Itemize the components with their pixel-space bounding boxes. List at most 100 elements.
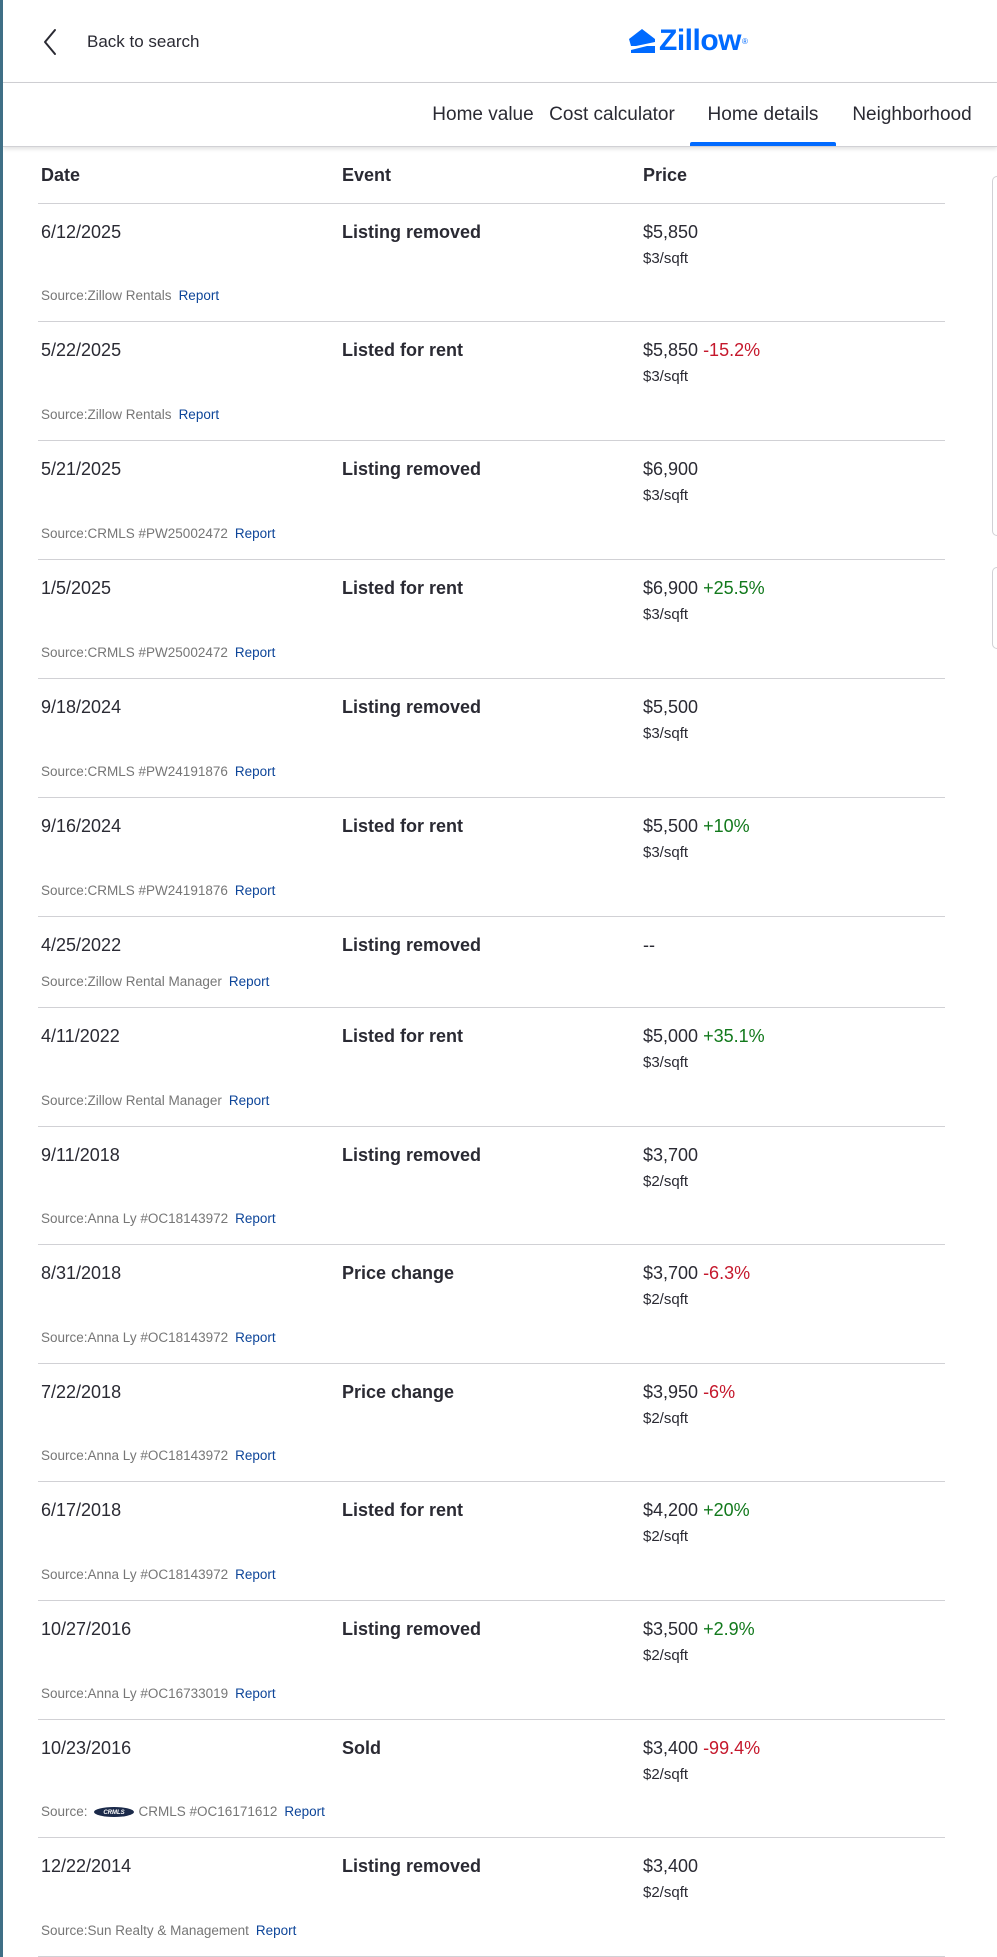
row-price-per-sqft: $2/sqft: [643, 1528, 689, 1545]
row-price-cell: $3,950 -6%: [643, 1382, 735, 1403]
report-link[interactable]: Report: [234, 764, 276, 779]
row-price-per-sqft: $2/sqft: [643, 1173, 689, 1190]
source-prefix: Source:: [41, 407, 88, 422]
report-link[interactable]: Report: [235, 1686, 276, 1701]
source-name: Anna Ly #OC18143972: [87, 1330, 229, 1345]
row-price: $5,850: [643, 222, 699, 242]
row-price-per-sqft: $3/sqft: [643, 725, 689, 742]
row-price-cell: $3,700 -6.3%: [643, 1263, 750, 1284]
report-link[interactable]: Report: [228, 1093, 270, 1108]
row-event: Listed for rent: [342, 816, 464, 836]
source-name: CRMLS #PW25002472: [87, 526, 228, 541]
row-price: --: [643, 935, 655, 955]
row-source: Source: Zillow Rental Manager Report: [41, 1093, 269, 1108]
column-header-price: Price: [643, 165, 688, 185]
row-price-cell: $4,200 +20%: [643, 1500, 750, 1521]
tab-cost-calculator[interactable]: Cost calculator: [549, 103, 675, 125]
table-row: 8/31/2018 Price change $3,700 -6.3% $2/sqft S…: [38, 1245, 945, 1364]
chevron-left-icon: [44, 29, 56, 55]
column-header-date: Date: [41, 165, 81, 185]
table-row: 10/27/2016 Listing removed $3,500 +2.9% $2/s…: [38, 1601, 945, 1720]
source-name: Zillow Rentals: [87, 407, 172, 422]
table-row: 4/25/2022 Listing removed -- Source: Zillow…: [38, 917, 945, 1008]
report-link[interactable]: Report: [235, 1448, 276, 1463]
row-event: Listing removed: [342, 697, 482, 717]
row-price: $5,500: [643, 816, 699, 836]
registered-mark-icon: ®: [742, 36, 748, 46]
row-event: Listing removed: [342, 1619, 482, 1639]
source-prefix: Source:: [41, 1211, 88, 1226]
price-change-badge: +35.1%: [703, 1026, 765, 1046]
report-link[interactable]: Report: [234, 645, 276, 660]
table-row: 9/18/2024 Listing removed $5,500 $3/sqft Sou…: [38, 679, 945, 798]
report-link[interactable]: Report: [228, 974, 270, 989]
report-link[interactable]: Report: [235, 1567, 276, 1582]
source-prefix: Source:: [41, 526, 88, 541]
table-row: 10/23/2016 Sold $3,400 -99.4% $2/sqft Source:…: [38, 1720, 945, 1838]
row-price-per-sqft: $3/sqft: [643, 1054, 689, 1071]
row-price: $3,500: [643, 1619, 699, 1639]
row-date: 4/11/2022: [41, 1026, 120, 1046]
source-prefix: Source:: [41, 1804, 88, 1819]
row-event: Price change: [342, 1263, 455, 1283]
source-name: Anna Ly #OC18143972: [87, 1448, 229, 1463]
report-link[interactable]: Report: [234, 526, 276, 541]
row-date: 6/17/2018: [41, 1500, 122, 1520]
zillow-house-icon: [629, 29, 655, 53]
report-link[interactable]: Report: [178, 288, 220, 303]
report-link[interactable]: Report: [235, 1330, 276, 1345]
row-event: Listed for rent: [342, 340, 464, 360]
source-name: Anna Ly #OC18143972: [87, 1211, 229, 1226]
report-link[interactable]: Report: [255, 1923, 297, 1938]
row-date: 12/22/2014: [41, 1856, 132, 1876]
row-source: Source: CRMLS #PW24191876 Report: [41, 764, 275, 779]
column-header-event: Event: [342, 165, 392, 185]
row-price-per-sqft: $2/sqft: [643, 1410, 689, 1427]
back-to-search-button[interactable]: Back to search: [39, 24, 199, 60]
row-date: 10/23/2016: [41, 1738, 132, 1758]
row-source: Source: Zillow Rentals Report: [41, 407, 219, 422]
table-row: 9/16/2024 Listed for rent $5,500 +10% $3/sqf…: [38, 798, 945, 917]
price-change-badge: -6.3%: [703, 1263, 751, 1283]
tab-home-value[interactable]: Home value: [432, 103, 534, 125]
report-link[interactable]: Report: [235, 1211, 276, 1226]
right-panel-edge: [992, 176, 997, 536]
report-link[interactable]: Report: [178, 407, 220, 422]
price-change-badge: +25.5%: [703, 578, 765, 598]
table-header: Date Event Price: [38, 148, 945, 204]
row-price: $3,700: [643, 1263, 699, 1283]
row-event: Sold: [342, 1738, 381, 1758]
source-prefix: Source:: [41, 883, 88, 898]
row-price-per-sqft: $2/sqft: [643, 1291, 689, 1308]
report-link[interactable]: Report: [234, 883, 276, 898]
row-event: Listing removed: [342, 1145, 482, 1165]
row-source: Source: Anna Ly #OC16733019 Report: [41, 1686, 276, 1701]
source-name: Zillow Rental Manager: [87, 1093, 222, 1108]
row-event: Listing removed: [342, 1856, 482, 1876]
source-name: CRMLS #PW24191876: [87, 764, 228, 779]
row-date: 9/18/2024: [41, 697, 122, 717]
row-date: 4/25/2022: [41, 935, 122, 955]
tab-home-details[interactable]: Home details: [690, 83, 836, 146]
tab-neighborhood[interactable]: Neighborhood: [852, 103, 972, 125]
source-name: CRMLS #OC16171612: [138, 1804, 278, 1819]
zillow-logo[interactable]: Zillow ®: [627, 24, 748, 58]
price-change-badge: +2.9%: [703, 1619, 755, 1639]
row-date: 10/27/2016: [41, 1619, 132, 1639]
report-link[interactable]: Report: [284, 1804, 325, 1819]
row-price-cell: $6,900 +25.5%: [643, 578, 765, 599]
source-name: Anna Ly #OC16733019: [87, 1686, 229, 1701]
row-price: $6,900: [643, 578, 699, 598]
row-price-cell: $5,500: [643, 697, 698, 718]
source-prefix: Source:: [41, 764, 88, 779]
row-event: Listed for rent: [342, 1500, 464, 1520]
source-prefix: Source:: [41, 1448, 88, 1463]
row-price: $3,400: [643, 1856, 699, 1876]
row-price-per-sqft: $3/sqft: [643, 250, 689, 267]
source-prefix: Source:: [41, 1686, 88, 1701]
header: Back to search Zillow ®: [3, 0, 997, 83]
source-prefix: Source:: [41, 1923, 88, 1938]
row-price-cell: $3,400 -99.4%: [643, 1738, 760, 1759]
price-history-table: Date Event Price 6/12/2025 Listing remove…: [38, 148, 945, 1957]
